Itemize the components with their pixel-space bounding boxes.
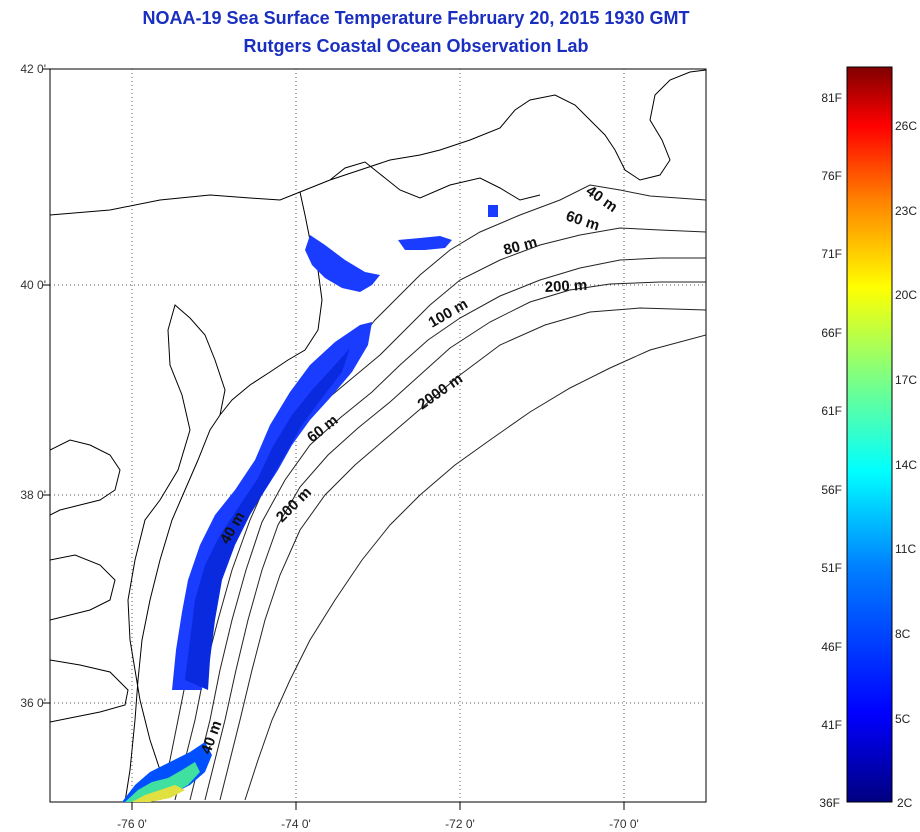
map-subtitle: Rutgers Coastal Ocean Observation Lab [243,36,589,56]
sst-data-layer [122,205,498,802]
colorbar-label-f: 51F [821,561,842,575]
x-tick-label: -74 0' [281,817,311,831]
colorbar-label-c: 14C [895,458,917,472]
colorbar-label-f: 41F [821,718,842,732]
colorbar-fahrenheit-labels: 81F 76F 71F 66F 61F 56F 51F 46F 41F 36F [819,91,842,810]
colorbar-label-c: 26C [895,119,917,133]
sst-patch-nj-coast [305,235,380,292]
sst-patch-carolina-inner [185,348,350,690]
colorbar-label-c: 17C [895,373,917,387]
colorbar-label-f: 76F [821,169,842,183]
colorbar-label-c: 8C [895,627,911,641]
sst-patch-small [488,205,498,217]
y-tick-label: 40 0' [20,278,46,292]
colorbar [846,66,893,803]
colorbar-label-c: 20C [895,288,917,302]
y-tick-label: 38 0' [20,488,46,502]
colorbar-label-f: 66F [821,326,842,340]
x-tick-label: -70 0' [609,817,639,831]
colorbar-label-f: 71F [821,247,842,261]
colorbar-celsius-labels: 26C 23C 20C 17C 14C 11C 8C 5C 2C [895,119,917,810]
map-title: NOAA-19 Sea Surface Temperature February… [142,8,690,28]
colorbar-label-f: 61F [821,404,842,418]
colorbar-label-f: 81F [821,91,842,105]
bathymetry-contours [159,184,706,801]
colorbar-label-f: 36F [819,796,840,810]
x-tick-label: -72 0' [445,817,475,831]
colorbar-label-c: 2C [897,796,913,810]
sst-patch-warm-core [132,785,185,802]
colorbar-label-c: 5C [895,712,911,726]
sst-patch-long-island [398,236,452,250]
coastline [50,69,706,802]
map-frame [49,68,707,803]
contour-label: 200 m [544,277,587,296]
axis-ticks [42,68,625,810]
graticule [50,69,706,802]
colorbar-label-f: 46F [821,640,842,654]
sst-patch-warm [125,762,200,802]
x-tick-label: -76 0' [117,817,147,831]
colorbar-label-c: 11C [895,542,916,556]
colorbar-label-f: 56F [821,483,842,497]
colorbar-label-c: 23C [895,204,917,218]
y-tick-label: 42 0' [20,62,46,76]
y-tick-label: 36 0' [20,696,46,710]
